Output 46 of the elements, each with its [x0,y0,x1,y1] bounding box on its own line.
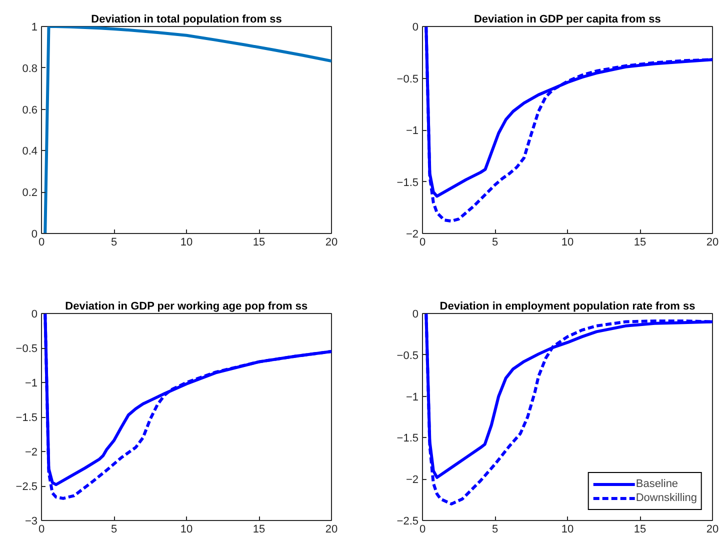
y-tick-label: −1 [406,125,419,137]
y-tick-label: 0 [31,228,38,240]
y-tick-label: 0.8 [22,62,38,75]
chart-title: Deviation in total population from ss [91,14,282,26]
y-tick-label: −1.5 [16,412,38,424]
y-tick-label: −1 [406,391,419,404]
y-tick-label: 0.4 [22,146,38,158]
x-tick-label: 20 [325,236,338,248]
chart-title: Deviation in GDP per working age pop from ss [65,300,308,312]
x-tick-label: 5 [492,524,498,536]
y-tick-label: −1.5 [396,432,419,445]
x-tick-label: 10 [561,236,574,248]
x-tick-label: 10 [180,524,193,536]
y-tick-label: 0 [412,22,419,34]
x-tick-label: 5 [110,524,118,536]
y-tick-label: −0.5 [396,350,419,362]
chart-title: Deviation in employment population rate from ss [440,300,696,312]
x-tick-label: 5 [110,236,118,248]
chart-title: Deviation in GDP per capita from ss [474,14,661,26]
y-tick-label: −2 [24,446,38,458]
y-tick-label: −2 [406,228,419,240]
y-tick-label: 0 [412,308,419,320]
y-tick-label: −1 [24,378,38,390]
y-tick-label: 0.6 [22,104,38,116]
x-tick-label: 15 [634,236,646,248]
x-tick-label: 15 [252,236,266,248]
y-tick-label: −2.5 [16,481,38,493]
y-tick-label: −2.5 [396,516,419,528]
y-tick-label: −2 [406,474,419,486]
x-tick-label: 10 [180,236,193,248]
x-tick-label: 5 [492,236,498,248]
y-tick-label: −1.5 [396,176,419,189]
x-tick-label: 15 [634,524,646,536]
legend-label: Baseline [636,477,678,491]
legend-label: Downskilling [636,491,697,505]
y-tick-label: 0.2 [22,187,38,200]
y-tick-label: −3 [24,516,38,528]
x-tick-label: 15 [252,524,266,536]
x-tick-label: 20 [706,524,719,536]
y-tick-label: 1 [31,22,38,34]
x-tick-label: 10 [561,524,574,536]
x-tick-label: 20 [706,236,719,248]
x-tick-label: 20 [325,524,338,536]
y-tick-label: −0.5 [16,343,38,355]
y-tick-label: −0.5 [396,73,419,86]
y-tick-label: 0 [31,308,38,320]
